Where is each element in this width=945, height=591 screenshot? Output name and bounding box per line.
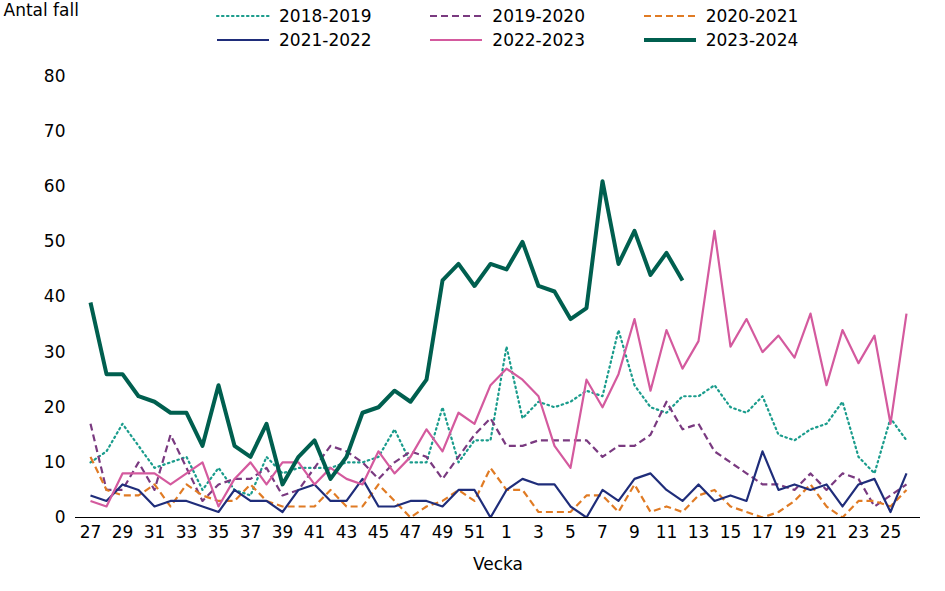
svg-text:1: 1 — [501, 522, 512, 542]
svg-text:70: 70 — [44, 121, 66, 141]
svg-text:20: 20 — [44, 397, 66, 417]
svg-text:10: 10 — [44, 452, 66, 472]
html-text:2022-2023: 2022-2023 — [492, 30, 585, 50]
html-text:2020-2021: 2020-2021 — [705, 6, 799, 26]
svg-text:31: 31 — [144, 522, 166, 542]
svg-text:27: 27 — [80, 522, 102, 542]
svg-text:21: 21 — [816, 522, 838, 542]
svg-text:30: 30 — [44, 342, 66, 362]
svg-text:41: 41 — [304, 522, 326, 542]
svg-text:45: 45 — [368, 522, 390, 542]
html-text:2018-2019: 2018-2019 — [279, 6, 372, 26]
svg-text:7: 7 — [597, 522, 608, 542]
svg-text:39: 39 — [272, 522, 294, 542]
svg-text:17: 17 — [752, 522, 774, 542]
svg-text:5: 5 — [565, 522, 576, 542]
svg-text:23: 23 — [848, 522, 870, 542]
svg-text:35: 35 — [208, 522, 230, 542]
svg-text:Vecka: Vecka — [473, 554, 523, 574]
svg-text:25: 25 — [880, 522, 902, 542]
svg-text:43: 43 — [336, 522, 358, 542]
html-text:2023-2024: 2023-2024 — [705, 30, 799, 50]
svg-text:37: 37 — [240, 522, 262, 542]
svg-text:29: 29 — [112, 522, 134, 542]
svg-text:3: 3 — [533, 522, 544, 542]
svg-text:33: 33 — [176, 522, 198, 542]
svg-text:13: 13 — [688, 522, 710, 542]
svg-text:11: 11 — [656, 522, 678, 542]
svg-text:80: 80 — [44, 66, 66, 86]
svg-text:49: 49 — [432, 522, 454, 542]
html-text:2021-2022: 2021-2022 — [279, 30, 372, 50]
svg-text:50: 50 — [44, 231, 66, 251]
svg-text:51: 51 — [464, 522, 486, 542]
svg-text:47: 47 — [400, 522, 422, 542]
html-text:2019-2020: 2019-2020 — [492, 6, 585, 26]
svg-text:15: 15 — [720, 522, 742, 542]
svg-text:0: 0 — [55, 507, 66, 527]
svg-text:40: 40 — [44, 286, 66, 306]
svg-text:19: 19 — [784, 522, 806, 542]
svg-text:Antal fall: Antal fall — [4, 0, 79, 20]
svg-text:9: 9 — [629, 522, 640, 542]
svg-text:60: 60 — [44, 176, 66, 196]
